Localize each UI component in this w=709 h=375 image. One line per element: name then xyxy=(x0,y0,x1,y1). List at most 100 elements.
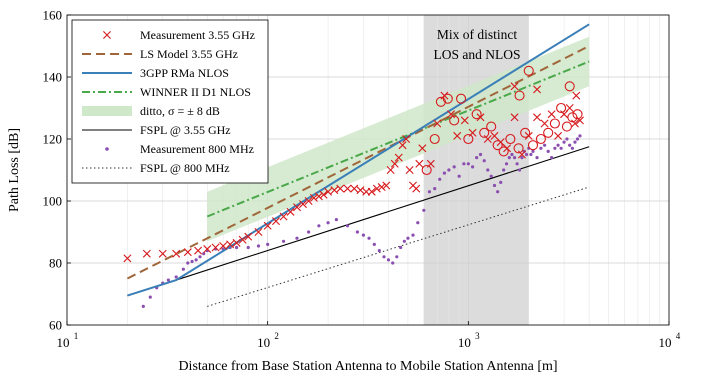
measurement-800-point xyxy=(382,255,386,259)
measurement-800-point xyxy=(174,275,178,279)
measurement-800-point xyxy=(578,134,582,138)
measurement-355-point xyxy=(490,131,499,140)
measurement-355-point xyxy=(498,146,509,157)
measurement-800-point xyxy=(367,236,371,240)
x-tick-label: 10 xyxy=(659,335,672,350)
measurement-355-point xyxy=(505,133,516,145)
measurement-355-point xyxy=(158,249,167,258)
measurement-800-point xyxy=(529,152,533,157)
measurement-800-point xyxy=(524,152,529,157)
y-tick-label: 80 xyxy=(49,256,62,271)
x-tick-exponent: 4 xyxy=(676,331,681,341)
measurement-355-point xyxy=(226,240,235,249)
measurement-800-point xyxy=(422,208,426,212)
measurement-355-point xyxy=(421,164,432,176)
measurement-800-point xyxy=(295,236,299,240)
measurement-800-point xyxy=(546,149,550,153)
measurement-355-point xyxy=(238,235,247,244)
measurement-355-point xyxy=(271,217,280,226)
measurement-800-point xyxy=(190,259,194,264)
measurement-355-point xyxy=(468,128,477,137)
measurement-800-point xyxy=(186,261,190,265)
measurement-355-point xyxy=(194,246,203,255)
measurement-800-point xyxy=(386,258,391,262)
fspl-800-line xyxy=(207,186,590,307)
measurement-355-point xyxy=(286,207,295,216)
measurement-355-point xyxy=(564,81,575,92)
measurement-800-point xyxy=(447,168,451,172)
legend-key-measurement-800 xyxy=(105,147,109,151)
measurement-800-point xyxy=(317,224,321,228)
y-tick-label: 120 xyxy=(43,132,63,147)
measurement-800-point xyxy=(198,255,202,259)
measurement-355-point xyxy=(123,254,132,263)
measurement-800-point xyxy=(334,218,338,222)
measurement-355-point xyxy=(211,243,220,252)
measurement-355-point xyxy=(524,131,533,140)
measurement-355-point xyxy=(543,127,554,138)
measurement-355-point xyxy=(142,249,151,258)
measurement-355-point xyxy=(565,104,574,112)
measurement-355-point xyxy=(398,141,407,150)
legend-label-measurement-355: Measurement 3.55 GHz xyxy=(140,28,255,42)
measurement-800-point xyxy=(559,146,563,150)
measurement-800-point xyxy=(492,183,497,188)
y-tick-label: 100 xyxy=(43,194,63,209)
measurement-355-point xyxy=(172,249,181,258)
measurement-355-point xyxy=(183,248,192,257)
measurement-355-point xyxy=(510,82,519,91)
measurement-355-point xyxy=(382,181,391,190)
measurement-355-point xyxy=(533,85,542,94)
measurement-800-point xyxy=(402,239,406,243)
measurement-800-point xyxy=(570,146,574,150)
measurement-800-point xyxy=(377,249,381,253)
measurement-800-point xyxy=(520,156,524,160)
measurement-800-point xyxy=(512,156,517,160)
measurement-800-point xyxy=(507,156,511,160)
measurement-800-point xyxy=(531,149,535,153)
measurement-355-point xyxy=(456,93,467,104)
measurement-355-point xyxy=(418,144,427,153)
y-tick-label: 160 xyxy=(43,8,63,23)
measurement-800-point xyxy=(496,190,500,194)
legend: Measurement 3.55 GHz LS Model 3.55 GHz 3… xyxy=(71,19,269,184)
x-tick-exponent: 2 xyxy=(274,331,279,341)
measurement-355-point xyxy=(453,131,462,140)
measurement-355-point xyxy=(412,184,421,193)
measurement-800-point xyxy=(281,239,286,243)
measurement-355-point xyxy=(533,113,542,122)
measurement-355-point xyxy=(330,186,339,195)
measurement-355-point xyxy=(486,121,497,132)
measurement-800-point xyxy=(478,152,483,157)
measurement-355-point xyxy=(343,184,352,193)
x-tick-label: 10 xyxy=(57,335,70,350)
measurement-355-point xyxy=(377,183,386,192)
measurement-355-point xyxy=(476,113,485,122)
measurement-355-point xyxy=(254,228,263,236)
measurement-355-point xyxy=(463,133,474,145)
los-nlos-region xyxy=(423,15,529,325)
legend-key-measurement-355 xyxy=(103,31,111,39)
measurement-355-point xyxy=(523,65,534,76)
measurement-355-point xyxy=(435,96,446,107)
measurement-355-point xyxy=(415,159,424,168)
measurement-800-point xyxy=(462,162,466,166)
measurement-800-point xyxy=(416,221,420,225)
measurement-355-point xyxy=(460,116,469,125)
measurement-355-point xyxy=(309,193,318,202)
measurement-800-point xyxy=(411,233,415,237)
measurement-800-point xyxy=(573,140,577,144)
measurement-355-point xyxy=(540,119,549,128)
measurement-800-point xyxy=(515,162,519,166)
measurement-355-point xyxy=(232,238,241,247)
measurement-355-point xyxy=(203,245,212,254)
measurement-800-point xyxy=(395,255,399,259)
measurement-355-point xyxy=(554,131,563,140)
measurement-800-point xyxy=(355,230,359,234)
measurement-800-point xyxy=(470,165,475,169)
x-tick-label: 10 xyxy=(257,335,270,350)
measurement-800-point xyxy=(486,168,490,172)
measurement-355-point xyxy=(471,109,482,120)
measurement-355-point xyxy=(483,135,492,143)
measurement-800-point xyxy=(406,236,410,240)
